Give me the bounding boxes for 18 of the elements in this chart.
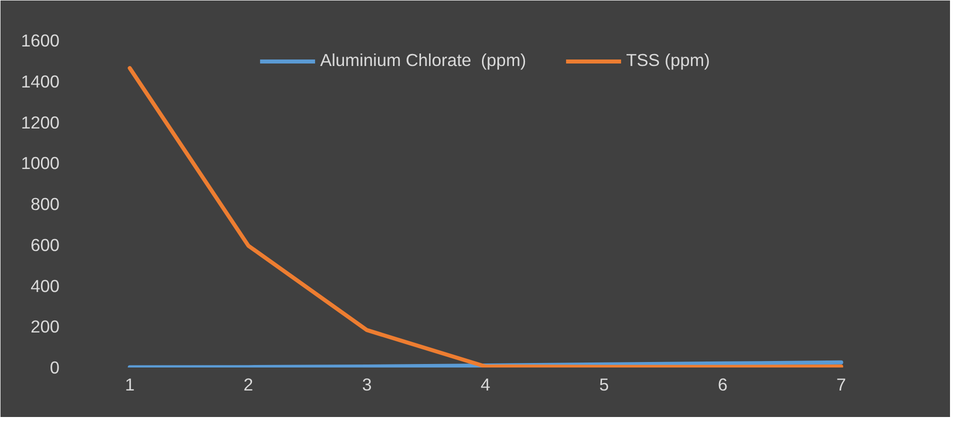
y-tick-label: 1600 xyxy=(20,30,60,50)
y-tick-label: 0 xyxy=(50,358,60,378)
legend-label: TSS (ppm) xyxy=(626,50,710,71)
y-tick-label: 400 xyxy=(30,276,60,296)
y-tick-label: 600 xyxy=(30,234,60,255)
y-tick-label: 800 xyxy=(30,194,60,214)
y-tick-label: 1000 xyxy=(20,153,60,174)
x-tick-label: 7 xyxy=(836,374,846,394)
x-tick-label: 5 xyxy=(599,374,609,394)
y-tick-label: 1400 xyxy=(20,71,60,92)
x-tick-label: 6 xyxy=(718,374,728,394)
x-tick-label: 4 xyxy=(480,374,491,394)
x-tick-label: 3 xyxy=(362,374,372,394)
x-tick-label: 2 xyxy=(244,374,254,394)
legend-label: Aluminium Chlorate (ppm) xyxy=(320,50,526,71)
x-tick-label: 1 xyxy=(124,374,135,394)
y-tick-label: 1200 xyxy=(20,112,60,132)
y-tick-label: 200 xyxy=(30,316,60,337)
